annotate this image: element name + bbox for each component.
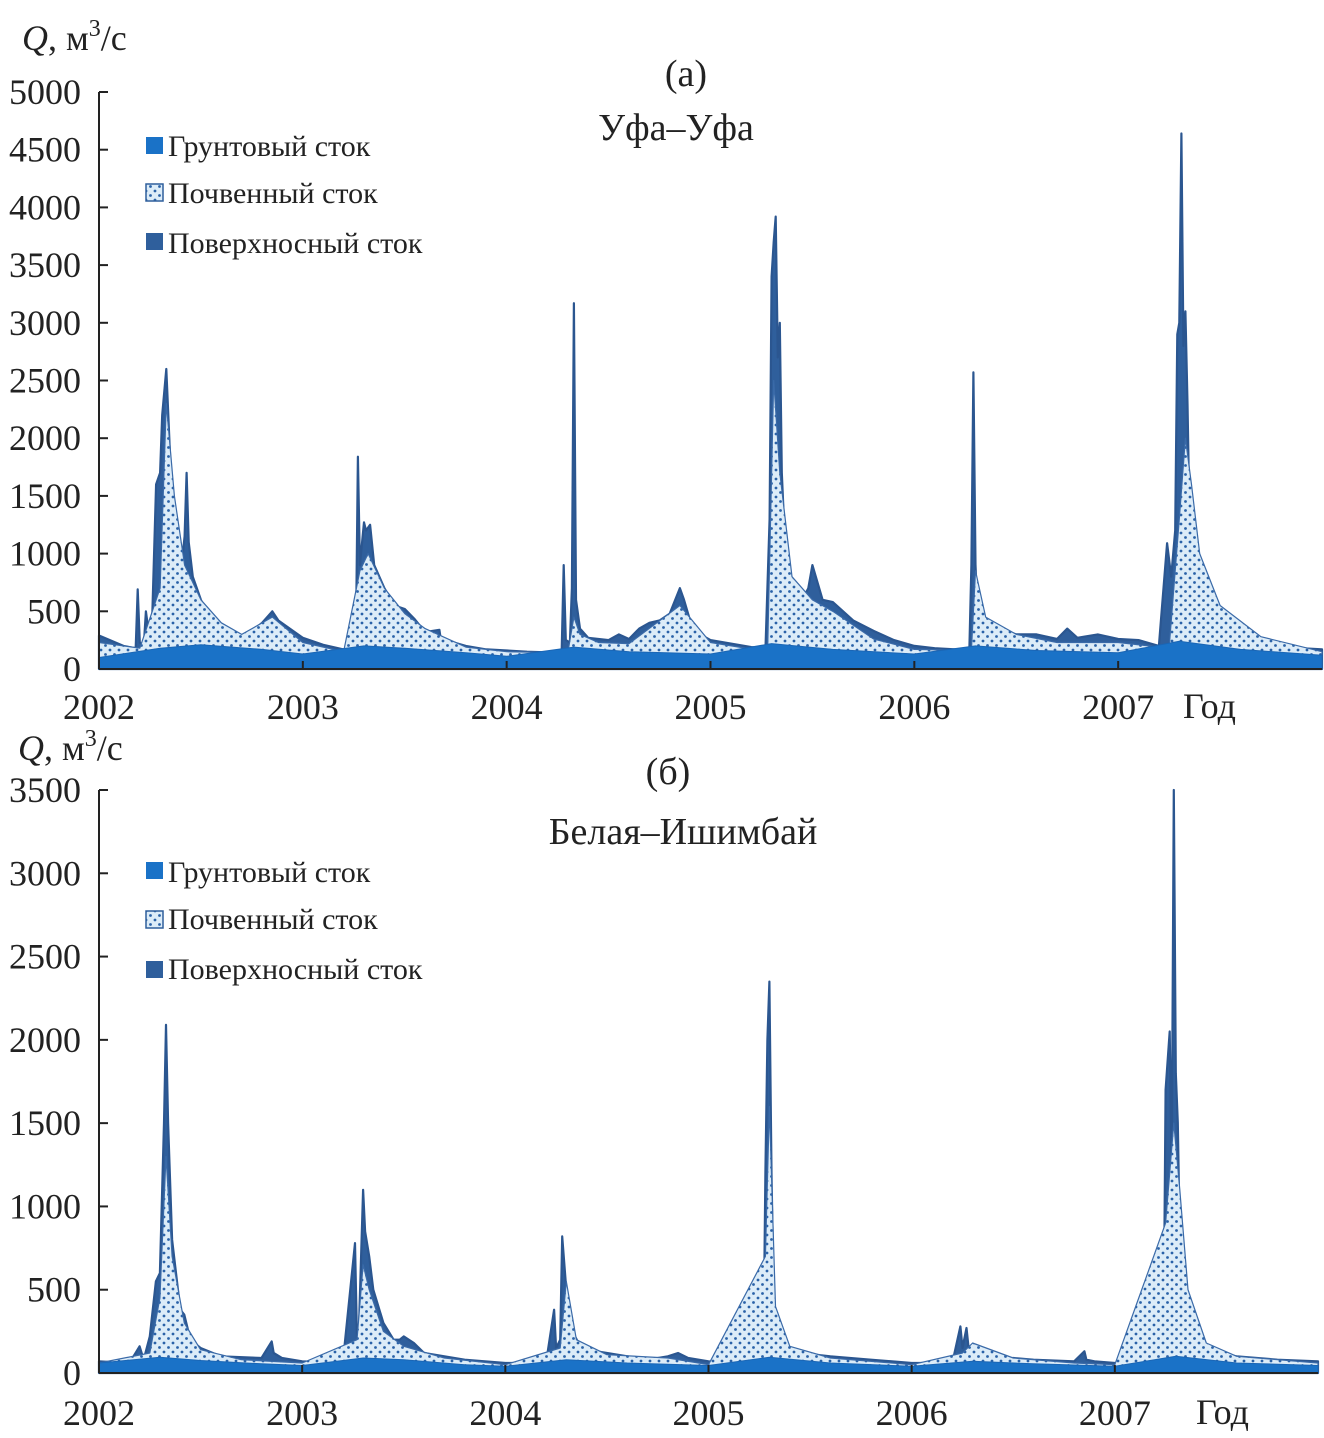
- y-tick-label: 2500: [9, 361, 81, 401]
- panel-label: (б): [646, 751, 691, 793]
- plot-area: [97, 788, 1320, 1375]
- y-axis-label: Q, м3/с: [22, 16, 127, 58]
- y-tick-label: 0: [63, 1353, 81, 1393]
- x-tick-label: 2007: [1082, 687, 1154, 727]
- y-tick-label: 3000: [9, 853, 81, 893]
- chart-panel-b: Q, м3/с (б) Белая–Ишимбай 0 500 1000 1500 20…: [9, 726, 1320, 1433]
- x-tick-label: 2003: [266, 1393, 338, 1433]
- x-tick-label: 2004: [469, 1393, 541, 1433]
- y-axis-label-tail: /с: [101, 18, 127, 58]
- y-tick-label: 4000: [9, 187, 81, 227]
- y-axis-label-var: Q: [18, 728, 44, 768]
- y-axis-label-sup: 3: [89, 16, 101, 42]
- y-axis-label-sup: 3: [85, 726, 97, 752]
- axes: 0 500 1000 1500 2000 2500 3000 3500 4000 4500 5000…: [9, 72, 1322, 727]
- x-axis-label: Год: [1196, 1392, 1249, 1432]
- legend-swatch-soil: [145, 183, 164, 202]
- legend-label-soil: Почвенный сток: [168, 177, 378, 210]
- x-tick-label: 2005: [675, 687, 747, 727]
- series-area-soil: [98, 379, 1323, 670]
- x-tick-label: 2006: [878, 687, 950, 727]
- y-axis-label: Q, м3/с: [18, 726, 123, 768]
- chart-title: Уфа–Уфа: [598, 107, 754, 149]
- y-tick-label: 500: [27, 1270, 81, 1310]
- x-tick-label: 2004: [471, 687, 543, 727]
- y-tick-label: 5000: [9, 72, 81, 112]
- legend-swatch-ground: [146, 137, 163, 154]
- y-tick-label: 3000: [9, 303, 81, 343]
- y-tick-label: 4500: [9, 130, 81, 170]
- y-tick-label: 1500: [9, 476, 81, 516]
- y-tick-label: 2500: [9, 937, 81, 977]
- y-tick-label: 500: [27, 591, 81, 631]
- y-tick-label: 2000: [9, 1020, 81, 1060]
- legend-label-surface: Поверхносный сток: [168, 227, 423, 260]
- y-tick-label: 1500: [9, 1103, 81, 1143]
- y-tick-label: 1000: [9, 534, 81, 574]
- legend-label-soil: Почвенный сток: [168, 903, 378, 936]
- series-area-ground: [98, 1355, 1319, 1374]
- legend-label-ground: Грунтовый сток: [168, 856, 371, 889]
- series-area-surface: [97, 132, 1324, 671]
- legend-swatch-surface: [146, 233, 163, 250]
- x-tick-label: 2002: [63, 1393, 135, 1433]
- y-axis-label-unit: , м: [44, 728, 85, 768]
- y-axis-label-unit: , м: [48, 18, 89, 58]
- legend-label-ground: Грунтовый сток: [168, 130, 371, 163]
- y-tick-label: 1000: [9, 1186, 81, 1226]
- legend-swatch-surface: [146, 961, 163, 978]
- legend-swatch-ground: [146, 862, 163, 879]
- legend: Грунтовый сток Почвенный сток Поверхносн…: [145, 856, 423, 986]
- x-tick-label: 2003: [267, 687, 339, 727]
- series-area-ground: [98, 640, 1323, 670]
- axes: 0 500 1000 1500 2000 2500 3000 3500 2002 2003 2004…: [9, 770, 1318, 1433]
- y-tick-label: 3500: [9, 770, 81, 810]
- y-axis-label-var: Q: [22, 18, 48, 58]
- y-tick-label: 0: [63, 649, 81, 689]
- panel-label: (a): [665, 53, 707, 95]
- y-axis-label-tail: /с: [97, 728, 123, 768]
- chart-title: Белая–Ишимбай: [549, 811, 818, 853]
- plot-area: [97, 132, 1324, 671]
- legend: Грунтовый сток Почвенный сток Поверхносн…: [145, 130, 423, 260]
- chart-panel-a: Q, м3/с (a) Уфа–Уфа 0 500 1000 1500 2000 2500…: [9, 16, 1324, 727]
- x-tick-label: 2002: [63, 687, 135, 727]
- legend-swatch-soil: [145, 910, 164, 929]
- x-tick-label: 2007: [1079, 1393, 1151, 1433]
- x-tick-label: 2006: [876, 1393, 948, 1433]
- y-tick-label: 2000: [9, 418, 81, 458]
- y-tick-label: 3500: [9, 245, 81, 285]
- x-tick-label: 2005: [673, 1393, 745, 1433]
- x-axis-label: Год: [1183, 686, 1236, 726]
- legend-label-surface: Поверхносный сток: [168, 953, 423, 986]
- series-area-soil: [98, 1105, 1319, 1374]
